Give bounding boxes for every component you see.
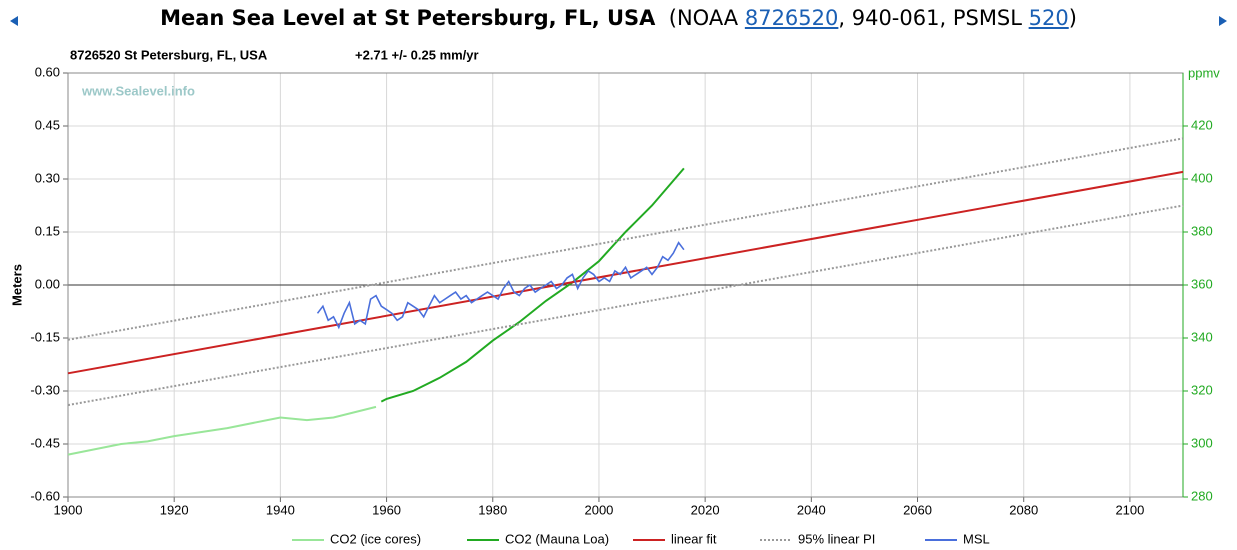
- subtitle-station: 8726520 St Petersburg, FL, USA: [70, 47, 268, 62]
- y-tick-label: 0.30: [35, 170, 60, 185]
- y2-tick-label: 380: [1191, 223, 1213, 238]
- x-tick-label: 1980: [478, 502, 507, 517]
- legend-label: linear fit: [671, 531, 717, 546]
- series-line: [67, 204, 1184, 407]
- y-axis-label: Meters: [9, 264, 24, 306]
- legend-label: CO2 (Mauna Loa): [505, 531, 609, 546]
- y-tick-label: -0.15: [30, 329, 60, 344]
- x-tick-label: 2060: [903, 502, 932, 517]
- x-tick-label: 1920: [160, 502, 189, 517]
- x-tick-label: 1900: [54, 502, 83, 517]
- x-tick-label: 2100: [1115, 502, 1144, 517]
- series-line: [380, 167, 685, 403]
- legend-label: 95% linear PI: [798, 531, 875, 546]
- x-tick-label: 2080: [1009, 502, 1038, 517]
- y2-tick-label: 340: [1191, 329, 1213, 344]
- y-tick-label: 0.15: [35, 223, 60, 238]
- series-line: [67, 137, 1184, 341]
- x-tick-label: 2020: [691, 502, 720, 517]
- x-tick-label: 1960: [372, 502, 401, 517]
- y2-tick-label: 280: [1191, 488, 1213, 503]
- y-tick-label: 0.00: [35, 276, 60, 291]
- title-note: , 940-061, PSMSL: [838, 6, 1029, 30]
- y2-tick-label: 400: [1191, 170, 1213, 185]
- y2-tick-label: 300: [1191, 435, 1213, 450]
- series-line: [67, 405, 377, 456]
- y-tick-label: -0.30: [30, 382, 60, 397]
- legend-label: CO2 (ice cores): [330, 531, 421, 546]
- psmsl-link[interactable]: 520: [1028, 6, 1069, 30]
- y-tick-label: 0.60: [35, 64, 60, 79]
- series-line: [316, 241, 685, 330]
- y-tick-label: -0.45: [30, 435, 60, 450]
- y2-tick-label: 360: [1191, 276, 1213, 291]
- y2-axis-label: ppmv: [1188, 65, 1220, 80]
- next-arrow[interactable]: [1219, 16, 1227, 26]
- station-link[interactable]: 8726520: [744, 6, 839, 30]
- x-tick-label: 1940: [266, 502, 295, 517]
- y2-tick-label: 420: [1191, 117, 1213, 132]
- title-bar: Mean Sea Level at St Petersburg, FL, USA…: [0, 6, 1237, 30]
- prev-arrow[interactable]: [10, 16, 18, 26]
- subtitle-trend: +2.71 +/- 0.25 mm/yr: [355, 47, 479, 62]
- watermark: www.Sealevel.info: [81, 83, 195, 98]
- x-tick-label: 2040: [797, 502, 826, 517]
- y-tick-label: -0.60: [30, 488, 60, 503]
- chart-title: Mean Sea Level at St Petersburg, FL, USA: [160, 6, 656, 30]
- title-note: (NOAA: [668, 6, 745, 30]
- legend-label: MSL: [963, 531, 990, 546]
- y-tick-label: 0.45: [35, 117, 60, 132]
- x-tick-label: 2000: [584, 502, 613, 517]
- series-line: [67, 170, 1184, 375]
- title-note: ): [1068, 6, 1077, 30]
- y2-tick-label: 320: [1191, 382, 1213, 397]
